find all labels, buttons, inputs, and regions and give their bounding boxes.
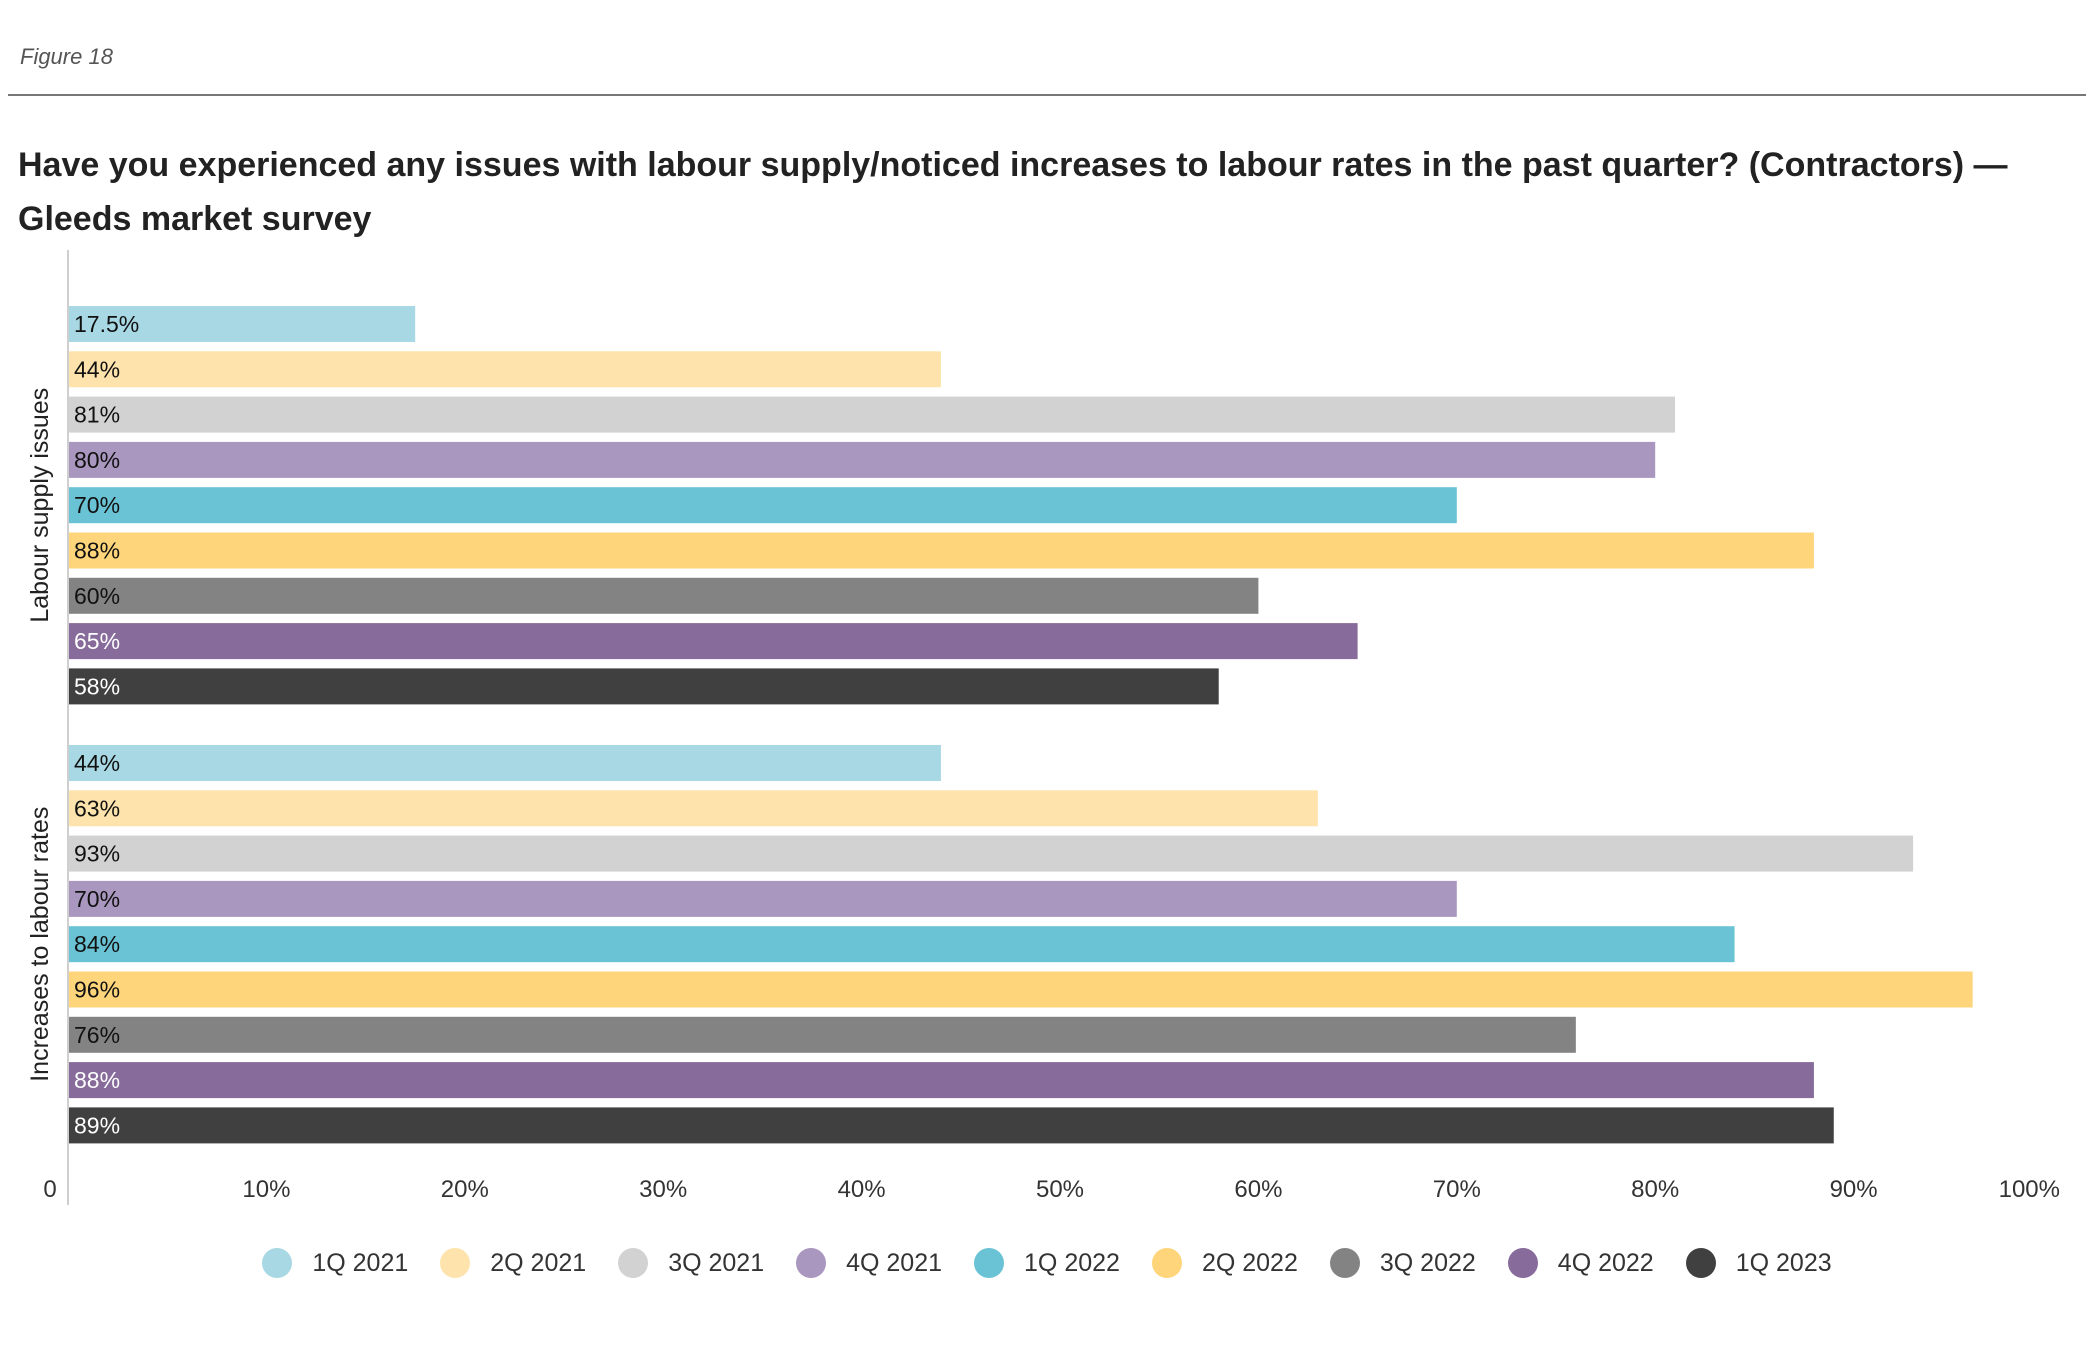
bar-labour-supply-issues-4q-2021 <box>69 441 1656 478</box>
bar-increases-to-labour-rates-1q-2021 <box>69 745 941 781</box>
bar-increases-to-labour-rates-3q-2022 <box>69 1016 1576 1053</box>
legend-swatch-1q-2022 <box>974 1248 1005 1278</box>
bar-increases-to-labour-rates-4q-2021 <box>69 880 1457 917</box>
legend-swatch-2q-2021 <box>440 1248 471 1278</box>
legend-swatch-1q-2021 <box>262 1248 293 1278</box>
x-tick-label-60: 60% <box>1234 1176 1282 1203</box>
bar-labour-supply-issues-3q-2021 <box>69 396 1676 433</box>
figure-label: Figure 18 <box>20 44 113 69</box>
legend-label-2q-2022: 2Q 2022 <box>1201 1248 1298 1277</box>
legend-label-4q-2022: 4Q 2022 <box>1557 1248 1654 1277</box>
bar-labour-supply-issues-2q-2021 <box>69 351 941 388</box>
legend-item-3q-2022: 3Q 2022 <box>1329 1248 1476 1278</box>
legend-swatch-1q-2023 <box>1685 1248 1716 1278</box>
bar-increases-to-labour-rates-1q-2022 <box>69 926 1735 963</box>
x-tick-label-70: 70% <box>1433 1176 1481 1203</box>
bar-chart: 17.5% 44% 81% 80% 70% 88% 60% 65% 58% Labour supp… <box>26 250 2060 1205</box>
legend-label-3q-2021: 3Q 2021 <box>668 1248 765 1277</box>
legend-label-2q-2021: 2Q 2021 <box>490 1248 587 1277</box>
data-label-increases-to-labour-rates-2q-2022: 96% <box>74 977 120 1003</box>
x-tick-label-20: 20% <box>441 1176 489 1203</box>
data-label-labour-supply-issues-2q-2021: 44% <box>74 356 120 382</box>
chart-legend: 1Q 2021 2Q 2021 3Q 2021 4Q 2021 1Q 2022 2Q 20… <box>0 1248 2094 1278</box>
legend-swatch-3q-2022 <box>1329 1248 1360 1278</box>
bar-labour-supply-issues-1q-2023 <box>69 668 1219 705</box>
legend-item-2q-2021: 2Q 2021 <box>440 1248 586 1278</box>
data-label-labour-supply-issues-2q-2022: 88% <box>74 538 120 564</box>
legend-item-4q-2021: 4Q 2021 <box>796 1248 942 1278</box>
data-label-increases-to-labour-rates-1q-2021: 44% <box>74 750 120 776</box>
data-label-labour-supply-issues-1q-2023: 58% <box>74 673 120 699</box>
data-label-labour-supply-issues-3q-2022: 60% <box>74 583 120 609</box>
data-label-labour-supply-issues-1q-2022: 70% <box>74 492 120 518</box>
x-tick-label-80: 80% <box>1631 1176 1679 1203</box>
group-label-labour-supply-issues: Labour supply issues <box>26 388 54 623</box>
legend-label-1q-2022: 1Q 2022 <box>1024 1248 1120 1277</box>
data-label-labour-supply-issues-1q-2021: 17.5% <box>74 311 139 337</box>
legend-swatch-4q-2022 <box>1507 1248 1538 1278</box>
x-tick-label-50: 50% <box>1036 1176 1084 1203</box>
bar-labour-supply-issues-3q-2022 <box>69 577 1259 614</box>
group-label-increases-to-labour-rates: Increases to labour rates <box>26 807 54 1082</box>
x-tick-label-90: 90% <box>1830 1176 1878 1203</box>
legend-item-1q-2023: 1Q 2023 <box>1685 1248 1832 1278</box>
bar-increases-to-labour-rates-1q-2023 <box>69 1107 1834 1144</box>
legend-label-3q-2022: 3Q 2022 <box>1379 1248 1476 1277</box>
bar-labour-supply-issues-4q-2022 <box>69 623 1358 660</box>
x-tick-label-0: 0 <box>43 1176 56 1203</box>
data-label-increases-to-labour-rates-4q-2022: 88% <box>74 1067 120 1093</box>
data-label-increases-to-labour-rates-2q-2021: 63% <box>74 795 120 821</box>
bar-increases-to-labour-rates-2q-2021 <box>69 790 1318 827</box>
data-label-labour-supply-issues-4q-2022: 65% <box>74 628 120 654</box>
legend-item-2q-2022: 2Q 2022 <box>1151 1248 1298 1278</box>
bar-increases-to-labour-rates-2q-2022 <box>69 971 1973 1008</box>
x-tick-label-100: 100% <box>1999 1176 2060 1203</box>
legend-swatch-4q-2021 <box>796 1248 827 1278</box>
chart-title: Have you experienced any issues with lab… <box>18 146 2008 238</box>
x-tick-label-40: 40% <box>838 1176 886 1203</box>
legend-swatch-2q-2022 <box>1151 1248 1182 1278</box>
bar-labour-supply-issues-2q-2022 <box>69 532 1814 569</box>
data-label-increases-to-labour-rates-3q-2022: 76% <box>74 1022 120 1048</box>
legend-item-4q-2022: 4Q 2022 <box>1507 1248 1654 1278</box>
data-label-labour-supply-issues-4q-2021: 80% <box>74 447 120 473</box>
legend-item-1q-2022: 1Q 2022 <box>974 1248 1120 1278</box>
data-label-increases-to-labour-rates-3q-2021: 93% <box>74 841 120 867</box>
legend-item-1q-2021: 1Q 2021 <box>262 1248 408 1278</box>
bar-increases-to-labour-rates-3q-2021 <box>69 835 1914 872</box>
legend-label-1q-2023: 1Q 2023 <box>1735 1248 1832 1277</box>
legend-item-3q-2021: 3Q 2021 <box>618 1248 764 1278</box>
legend-label-4q-2021: 4Q 2021 <box>846 1248 943 1277</box>
bar-labour-supply-issues-1q-2022 <box>69 487 1457 524</box>
legend-label-1q-2021: 1Q 2021 <box>312 1248 409 1277</box>
bar-labour-supply-issues-1q-2021 <box>69 306 416 342</box>
legend-swatch-3q-2021 <box>618 1248 649 1278</box>
data-label-increases-to-labour-rates-4q-2021: 70% <box>74 886 120 912</box>
data-label-labour-supply-issues-3q-2021: 81% <box>74 402 120 428</box>
x-tick-label-10: 10% <box>242 1176 290 1203</box>
header-divider <box>8 94 2086 96</box>
bar-increases-to-labour-rates-4q-2022 <box>69 1062 1814 1099</box>
data-label-increases-to-labour-rates-1q-2022: 84% <box>74 931 120 957</box>
x-tick-label-30: 30% <box>639 1176 687 1203</box>
data-label-increases-to-labour-rates-1q-2023: 89% <box>74 1112 120 1138</box>
